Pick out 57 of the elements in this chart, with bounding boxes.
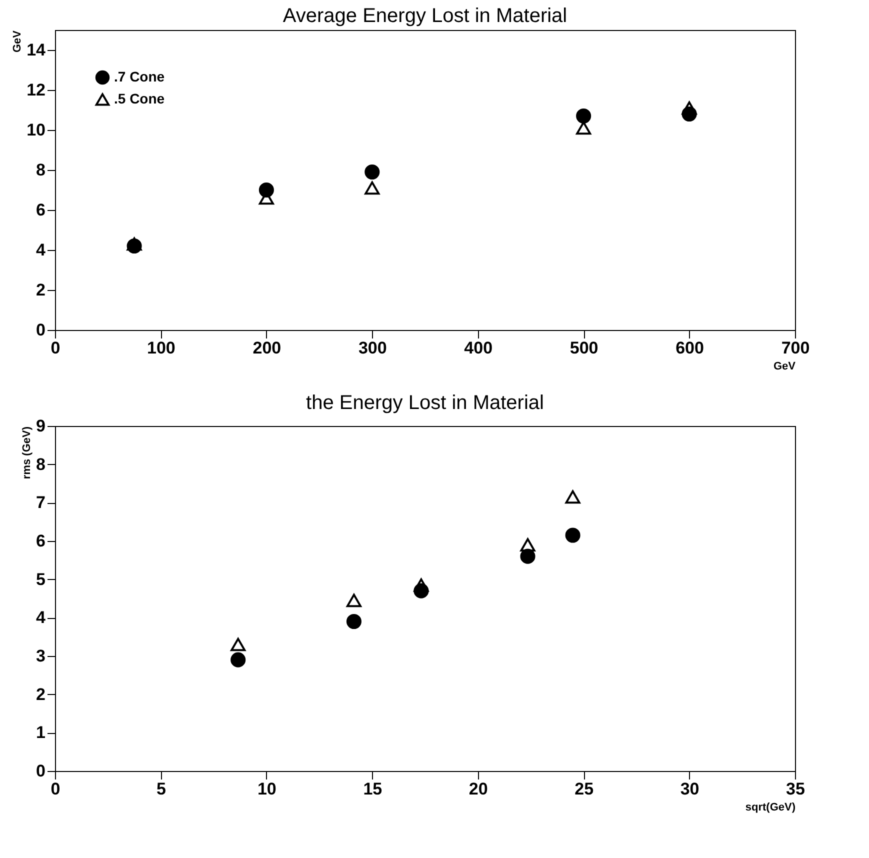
y-tick-label: 0	[36, 762, 46, 780]
y-tick-label: 12	[26, 80, 46, 100]
legend-label: .7 Cone	[114, 68, 165, 84]
y-tick-label: 10	[26, 120, 46, 140]
x-tick-label: 25	[574, 780, 594, 798]
y-tick-label: 2	[36, 684, 46, 704]
y-tick-label: 4	[36, 608, 46, 628]
point	[346, 594, 362, 608]
y-tick-label: 6	[36, 200, 46, 220]
x-axis-title: GeV	[773, 360, 796, 372]
x-tick-label: 500	[570, 338, 598, 358]
point	[364, 164, 380, 180]
x-tick-label: 100	[147, 338, 176, 358]
x-tick-label: 20	[468, 780, 488, 798]
y-tick-label: 7	[36, 493, 46, 512]
x-tick-label: 30	[680, 780, 700, 798]
x-tick-label: 5	[156, 780, 166, 798]
point	[126, 238, 142, 254]
x-tick-label: 0	[50, 780, 60, 798]
x-tick-label: 400	[464, 338, 493, 358]
point	[565, 490, 580, 504]
point	[230, 652, 246, 668]
point	[576, 121, 592, 135]
y-tick-label: 14	[26, 40, 46, 60]
point	[682, 106, 697, 122]
x-tick-label: 0	[50, 338, 60, 358]
y-tick-label: 8	[36, 454, 46, 474]
y-tick-label: 3	[36, 646, 46, 666]
x-tick-label: 300	[358, 338, 387, 358]
y-axis-title: GeV	[12, 30, 24, 53]
y-tick-label: 5	[36, 570, 46, 589]
chart-title: Average Energy Lost in Material	[282, 5, 568, 27]
x-tick-label: 15	[363, 780, 382, 798]
point	[230, 638, 246, 652]
point	[576, 108, 592, 124]
point	[565, 528, 580, 543]
x-tick-label: 600	[676, 338, 704, 358]
point	[520, 548, 536, 564]
x-axis-title: sqrt(GeV)	[745, 802, 796, 814]
point	[364, 181, 380, 195]
legend-label: .5 Cone	[114, 90, 165, 106]
y-tick-label: 0	[36, 320, 46, 340]
y-tick-label: 2	[36, 280, 46, 300]
chart-title: the Energy Lost in Material	[306, 392, 544, 414]
y-tick-label: 6	[36, 532, 46, 550]
x-tick-label: 700	[781, 338, 810, 358]
point	[258, 182, 274, 198]
y-tick-label: 1	[36, 723, 46, 742]
x-tick-label: 200	[252, 338, 282, 358]
point	[414, 583, 429, 598]
y-tick-label: 4	[36, 240, 46, 260]
x-tick-label: 10	[257, 780, 276, 798]
y-axis-title: rms (GeV)	[21, 426, 34, 480]
x-tick-label: 35	[786, 780, 805, 798]
point	[346, 614, 362, 630]
y-tick-label: 9	[36, 416, 46, 436]
y-tick-label: 8	[36, 160, 46, 180]
